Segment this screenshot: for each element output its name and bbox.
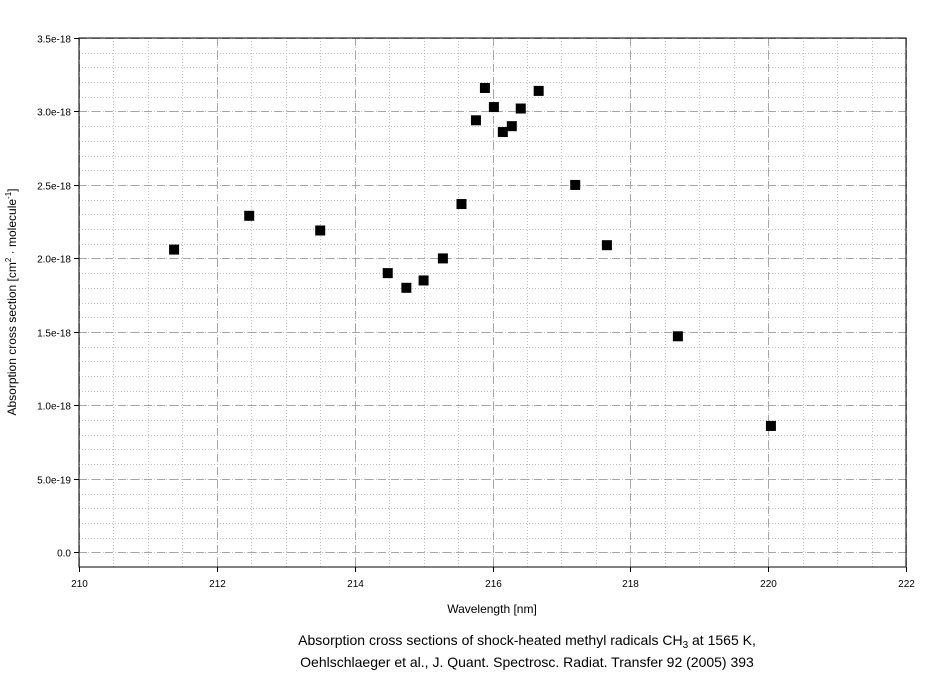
x-tick-label: 220 <box>760 579 777 590</box>
y-tick-label: 3.0e-18 <box>37 108 71 119</box>
x-tick-label: 222 <box>898 579 915 590</box>
data-point <box>470 115 481 126</box>
x-tick-label: 218 <box>622 579 639 590</box>
x-tick-label: 210 <box>71 579 88 590</box>
y-tick-label: 5.0e-19 <box>37 476 71 487</box>
y-tick-label: 2.0e-18 <box>37 255 71 266</box>
data-point <box>601 240 612 251</box>
y-tick-label: 1.0e-18 <box>37 402 71 413</box>
y-tick-label: 2.5e-18 <box>37 182 71 193</box>
data-point <box>437 253 448 264</box>
y-axis-ticks: 0.0 5.0e-19 1.0e-18 1.5e-18 2.0e-18 2.5e-18 3.… <box>37 35 79 560</box>
y-tick-label: 3.5e-18 <box>37 35 71 46</box>
data-point <box>765 420 776 431</box>
scatter-chart: 210 212 214 216 218 220 222 0.0 5.0e-19 1.0e-18 1… <box>4 35 915 617</box>
data-point <box>506 121 517 132</box>
y-tick-label: 0.0 <box>57 549 71 560</box>
caption-line-2: Oehlschlaeger et al., J. Quant. Spectros… <box>300 654 754 670</box>
data-point <box>401 282 412 293</box>
plot-area <box>79 38 906 567</box>
data-point <box>315 225 326 236</box>
x-axis-title: Wavelength [nm] <box>447 602 537 616</box>
data-point <box>479 82 490 93</box>
data-point <box>418 275 429 286</box>
caption-line-1-text: Absorption cross sections of shock-heate… <box>298 632 683 648</box>
x-tick-label: 214 <box>347 579 364 590</box>
caption-line-1-end: at 1565 K, <box>688 632 756 648</box>
data-point <box>456 199 467 210</box>
data-point <box>533 85 544 96</box>
data-point <box>570 179 581 190</box>
caption-subscript: 3 <box>682 640 689 651</box>
data-point <box>497 127 508 138</box>
data-point <box>244 210 255 221</box>
y-axis-title-part2: · molecule <box>5 199 19 258</box>
caption-line-1: Absorption cross sections of shock-heate… <box>0 630 944 656</box>
y-axis-title-part3: ] <box>5 188 19 191</box>
y-axis-title-part1: Absorption cross section [cm <box>5 262 19 415</box>
y-axis-title: Absorption cross section [cm2 · molecule… <box>4 188 19 415</box>
plot-frame <box>78 37 907 568</box>
x-axis-ticks: 210 212 214 216 218 220 222 <box>71 567 915 590</box>
data-point <box>672 331 683 342</box>
y-axis-title-sup1: 2 <box>4 257 13 262</box>
data-point <box>169 244 180 255</box>
y-axis-title-sup2: -1 <box>4 191 13 199</box>
data-point <box>488 102 499 113</box>
y-tick-label: 1.5e-18 <box>37 329 71 340</box>
data-points <box>169 82 776 431</box>
x-tick-label: 216 <box>485 579 502 590</box>
data-point <box>382 268 393 279</box>
data-point <box>515 103 526 114</box>
x-tick-label: 212 <box>209 579 226 590</box>
